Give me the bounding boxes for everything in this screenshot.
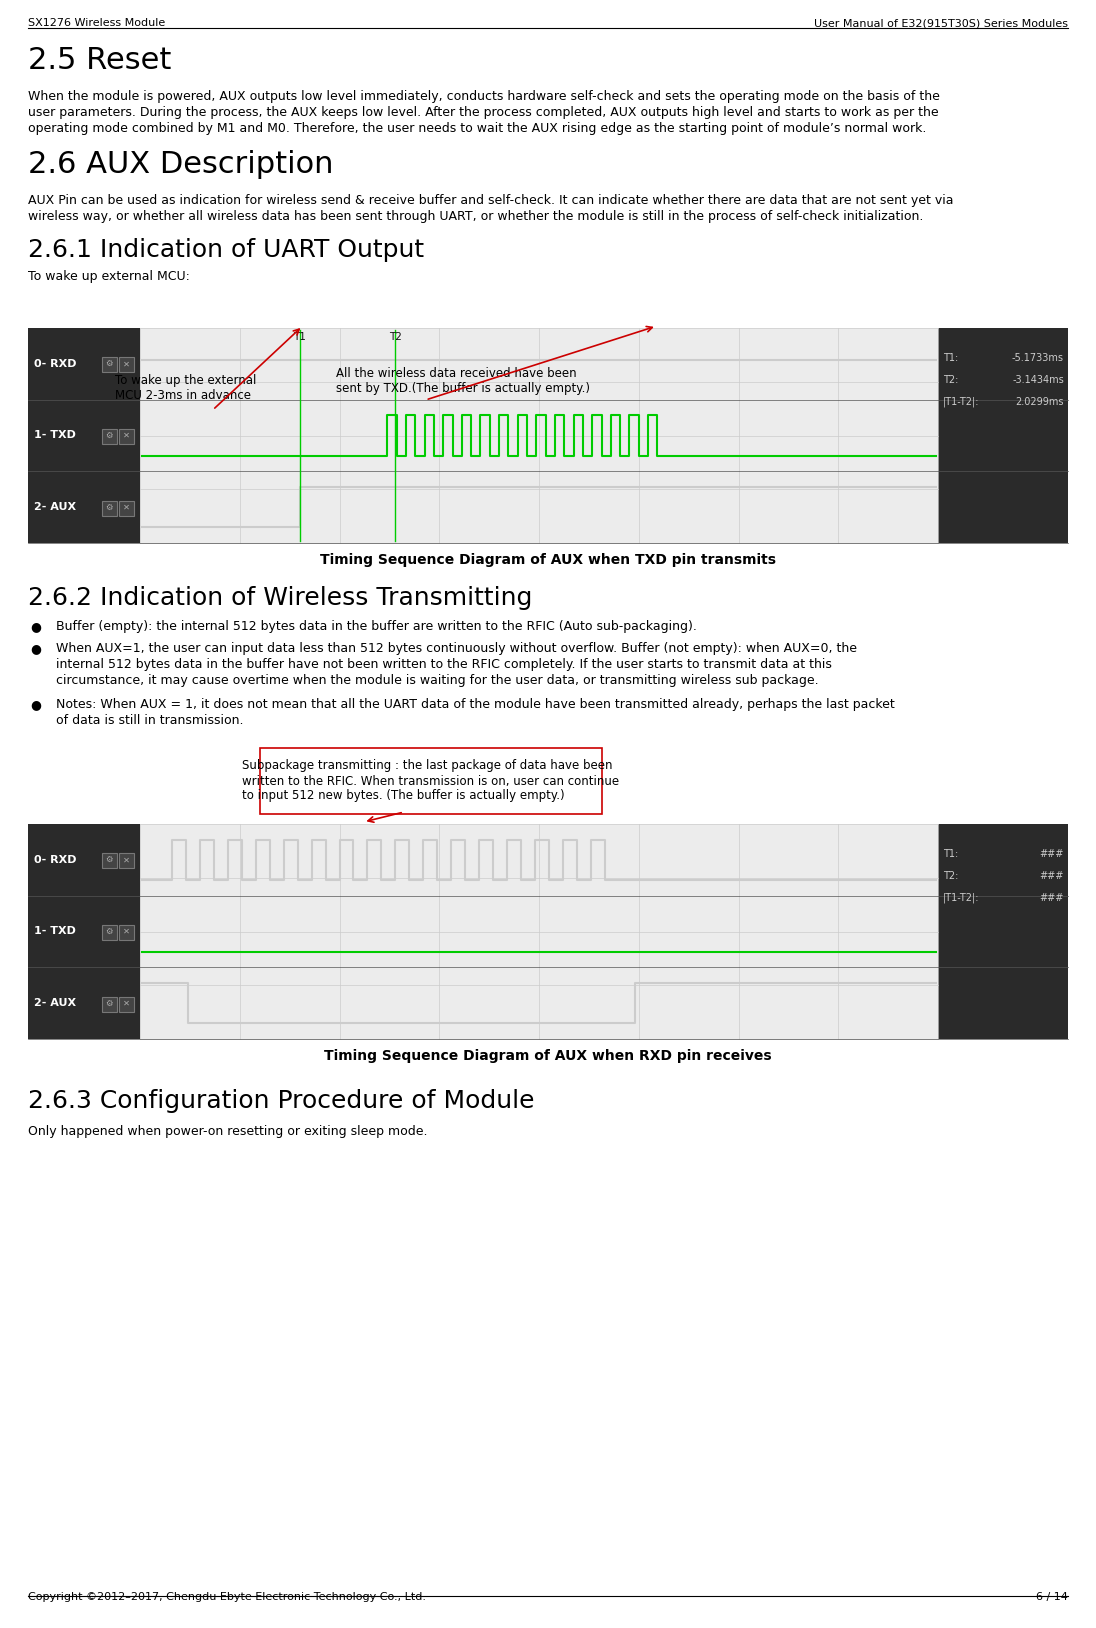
Text: ✕: ✕ [123,998,129,1008]
Text: T1:: T1: [943,848,958,860]
Text: All the wireless data received have been
sent by TXD.(The buffer is actually emp: All the wireless data received have been… [336,366,590,396]
Text: internal 512 bytes data in the buffer have not been written to the RFIC complete: internal 512 bytes data in the buffer ha… [56,658,832,671]
FancyBboxPatch shape [102,357,116,373]
Text: ⚙: ⚙ [105,998,113,1008]
Text: T1: T1 [293,332,306,342]
Text: ●: ● [31,698,42,711]
Text: T2:: T2: [943,374,958,384]
Text: SX1276 Wireless Module: SX1276 Wireless Module [28,18,165,28]
Text: circumstance, it may cause overtime when the module is waiting for the user data: circumstance, it may cause overtime when… [56,674,819,687]
Text: T2:: T2: [943,871,958,881]
Text: T2: T2 [389,332,402,342]
FancyBboxPatch shape [102,925,116,939]
Text: 1- TXD: 1- TXD [34,430,76,441]
FancyBboxPatch shape [938,327,1068,544]
FancyBboxPatch shape [28,327,1068,544]
FancyBboxPatch shape [260,747,602,814]
Text: 0- RXD: 0- RXD [34,855,77,864]
FancyBboxPatch shape [102,430,116,444]
FancyBboxPatch shape [102,853,116,868]
Text: 2.6.2 Indication of Wireless Transmitting: 2.6.2 Indication of Wireless Transmittin… [28,586,533,610]
Text: Only happened when power-on resetting or exiting sleep mode.: Only happened when power-on resetting or… [28,1125,427,1138]
FancyBboxPatch shape [140,824,938,1039]
FancyBboxPatch shape [118,357,134,373]
Text: 2.0299ms: 2.0299ms [1016,397,1064,407]
Text: AUX Pin can be used as indication for wireless send & receive buffer and self-ch: AUX Pin can be used as indication for wi… [28,194,954,207]
Text: ###: ### [1040,848,1064,860]
Text: user parameters. During the process, the AUX keeps low level. After the process : user parameters. During the process, the… [28,106,938,119]
Text: When AUX=1, the user can input data less than 512 bytes continuously without ove: When AUX=1, the user can input data less… [56,641,857,654]
Text: ✕: ✕ [123,855,129,864]
Text: ###: ### [1040,894,1064,904]
Text: ⚙: ⚙ [105,926,113,936]
Text: 2.5 Reset: 2.5 Reset [28,46,171,75]
Text: 0- RXD: 0- RXD [34,358,77,370]
Text: ⚙: ⚙ [105,855,113,864]
FancyBboxPatch shape [118,925,134,939]
FancyBboxPatch shape [95,365,277,412]
Text: ###: ### [1040,871,1064,881]
Text: ●: ● [31,620,42,633]
Text: Subpackage transmitting : the last package of data have been
written to the RFIC: Subpackage transmitting : the last packa… [242,760,619,803]
Text: ●: ● [31,641,42,654]
Text: |T1-T2|:: |T1-T2|: [943,397,980,407]
Text: To wake up external MCU:: To wake up external MCU: [28,270,190,283]
FancyBboxPatch shape [118,430,134,444]
Text: -5.1733ms: -5.1733ms [1012,353,1064,363]
Text: 2.6.3 Configuration Procedure of Module: 2.6.3 Configuration Procedure of Module [28,1089,535,1114]
Text: ✕: ✕ [123,503,129,511]
Text: ⚙: ⚙ [105,360,113,368]
Text: Notes: When AUX = 1, it does not mean that all the UART data of the module have : Notes: When AUX = 1, it does not mean th… [56,698,894,711]
Text: of data is still in transmission.: of data is still in transmission. [56,715,243,728]
Text: ✕: ✕ [123,926,129,936]
FancyBboxPatch shape [102,996,116,1011]
Text: 2.6.1 Indication of UART Output: 2.6.1 Indication of UART Output [28,238,424,262]
FancyBboxPatch shape [118,853,134,868]
FancyBboxPatch shape [28,327,140,544]
FancyBboxPatch shape [140,327,938,544]
Text: ✕: ✕ [123,431,129,440]
FancyBboxPatch shape [118,501,134,516]
Text: 1- TXD: 1- TXD [34,926,76,936]
Text: -3.1434ms: -3.1434ms [1013,374,1064,384]
Text: Buffer (empty): the internal 512 bytes data in the buffer are written to the RFI: Buffer (empty): the internal 512 bytes d… [56,620,697,633]
FancyBboxPatch shape [102,501,116,516]
Text: T1:: T1: [943,353,958,363]
Text: 2.6 AUX Description: 2.6 AUX Description [28,150,333,179]
FancyBboxPatch shape [938,824,1068,1039]
FancyBboxPatch shape [336,360,590,402]
Text: |T1-T2|:: |T1-T2|: [943,892,980,904]
Text: ⚙: ⚙ [105,431,113,440]
Text: 2- AUX: 2- AUX [34,998,76,1008]
Text: Timing Sequence Diagram of AUX when RXD pin receives: Timing Sequence Diagram of AUX when RXD … [324,1048,772,1063]
Text: Copyright ©2012–2017, Chengdu Ebyte Electronic Technology Co., Ltd.: Copyright ©2012–2017, Chengdu Ebyte Elec… [28,1592,426,1602]
Text: 6 / 14: 6 / 14 [1036,1592,1068,1602]
Text: When the module is powered, AUX outputs low level immediately, conducts hardware: When the module is powered, AUX outputs … [28,90,940,103]
Text: 2- AUX: 2- AUX [34,501,76,513]
Text: User Manual of E32(915T30S) Series Modules: User Manual of E32(915T30S) Series Modul… [814,18,1068,28]
Text: To wake up the external
MCU 2-3ms in advance: To wake up the external MCU 2-3ms in adv… [115,374,256,402]
Text: operating mode combined by M1 and M0. Therefore, the user needs to wait the AUX : operating mode combined by M1 and M0. Th… [28,122,926,135]
FancyBboxPatch shape [28,824,140,1039]
Text: wireless way, or whether all wireless data has been sent through UART, or whethe: wireless way, or whether all wireless da… [28,210,923,223]
Text: Timing Sequence Diagram of AUX when TXD pin transmits: Timing Sequence Diagram of AUX when TXD … [320,554,776,567]
FancyBboxPatch shape [28,824,1068,1039]
Text: ⚙: ⚙ [105,503,113,511]
Text: ✕: ✕ [123,360,129,368]
FancyBboxPatch shape [118,996,134,1011]
